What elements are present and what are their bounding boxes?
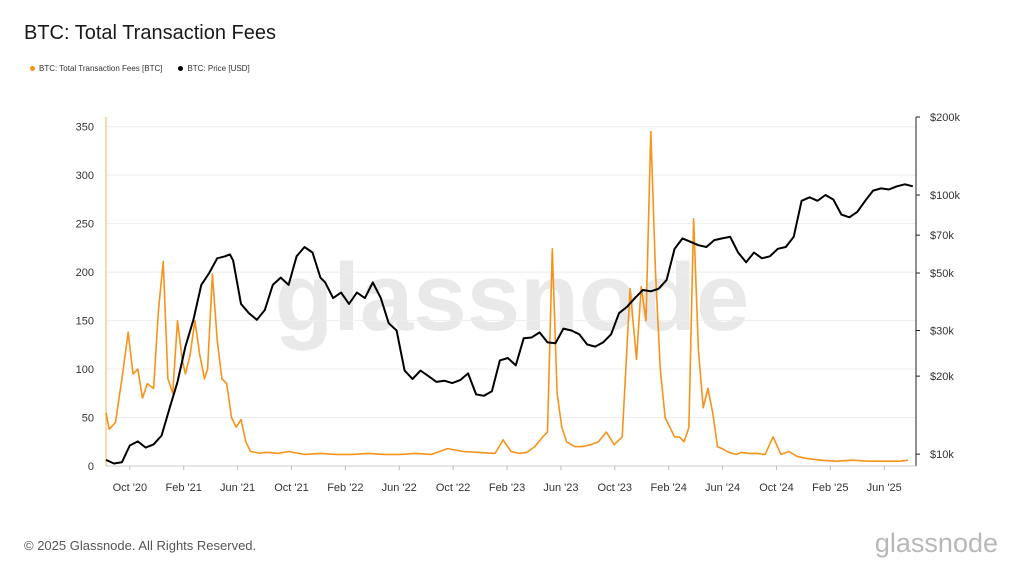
right-axis-ticks: $10k $20k $30k $50k $70k $100k $200k <box>916 112 960 461</box>
x-tick-label: Oct '24 <box>759 482 794 494</box>
legend-item-price[interactable]: BTC: Price [USD] <box>178 64 250 73</box>
x-tick-label: Oct '20 <box>113 482 148 494</box>
series-group <box>105 130 914 465</box>
left-tick-label: 150 <box>76 316 94 328</box>
x-tick-label: Oct '23 <box>598 482 633 494</box>
left-tick-label: 250 <box>76 219 94 231</box>
x-tick-label: Jun '21 <box>220 482 255 494</box>
chart-title: BTC: Total Transaction Fees <box>24 22 276 44</box>
left-tick-label: 200 <box>76 267 94 279</box>
legend-price-label: BTC: Price [USD] <box>187 64 250 73</box>
x-tick-label: Jun '22 <box>382 482 417 494</box>
x-tick-label: Jun '23 <box>543 482 578 494</box>
x-tick-label: Feb '23 <box>489 482 525 494</box>
right-tick-label: $50k <box>930 268 954 280</box>
legend: BTC: Total Transaction Fees [BTC] BTC: P… <box>30 64 250 73</box>
left-axis-ticks: 0 50 100 150 200 250 300 350 <box>76 122 94 473</box>
watermark-text: glassnode <box>275 244 750 351</box>
left-tick-label: 0 <box>88 461 94 473</box>
x-tick-label: Jun '25 <box>867 482 902 494</box>
x-tick-label: Feb '21 <box>166 482 202 494</box>
legend-fees-label: BTC: Total Transaction Fees [BTC] <box>39 64 163 73</box>
right-tick-label: $30k <box>930 326 954 338</box>
copyright-text: © 2025 Glassnode. All Rights Reserved. <box>24 538 257 553</box>
brand-logo: glassnode <box>874 528 998 558</box>
x-tick-label: Feb '24 <box>651 482 687 494</box>
x-axis-ticks: Oct '20 Feb '21 Jun '21 Oct '21 Feb '22 Jun '… <box>113 466 902 494</box>
left-tick-label: 350 <box>76 122 94 134</box>
legend-item-fees[interactable]: BTC: Total Transaction Fees [BTC] <box>30 64 162 73</box>
left-tick-label: 100 <box>76 364 94 376</box>
right-tick-label: $70k <box>930 230 954 242</box>
right-tick-label: $200k <box>930 112 960 124</box>
left-tick-label: 300 <box>76 170 94 182</box>
price-line <box>105 183 914 465</box>
x-tick-label: Oct '22 <box>436 482 471 494</box>
x-tick-label: Jun '24 <box>705 482 740 494</box>
x-tick-label: Oct '21 <box>274 482 309 494</box>
right-tick-label: $100k <box>930 190 960 202</box>
x-tick-label: Feb '22 <box>327 482 363 494</box>
left-tick-label: 50 <box>82 413 94 425</box>
right-tick-label: $20k <box>930 371 954 383</box>
x-tick-label: Feb '25 <box>812 482 848 494</box>
legend-fees-dot-icon <box>30 66 35 71</box>
fees-line <box>105 130 909 463</box>
right-tick-label: $10k <box>930 449 954 461</box>
legend-price-dot-icon <box>178 66 184 71</box>
axes <box>105 117 917 467</box>
